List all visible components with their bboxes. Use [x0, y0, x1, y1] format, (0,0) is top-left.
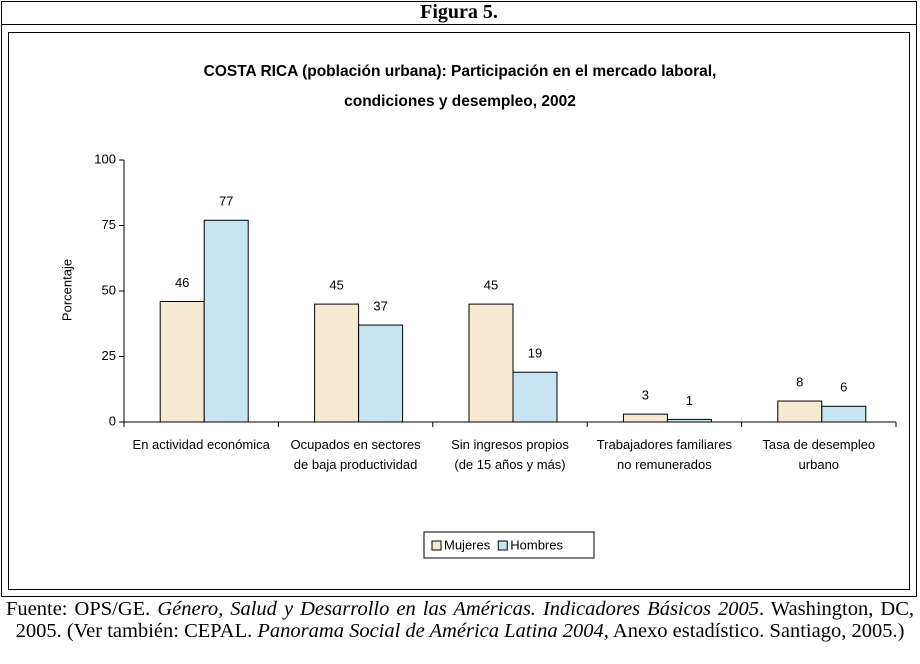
bar	[777, 400, 823, 423]
chart-title: COSTA RICA (población urbana): Participa…	[203, 63, 717, 80]
x-tick-label: Sin ingresos propios (de 15 años y más)	[451, 437, 569, 472]
figure-frame	[1, 1, 917, 597]
value-label: 8	[796, 374, 803, 389]
bar	[358, 324, 404, 423]
y-tick-label: 25	[102, 348, 116, 363]
bar	[314, 303, 360, 423]
chart-frame	[8, 32, 910, 590]
value-label: 1	[686, 393, 693, 408]
x-tick-label: Trabajadores familiares no remunerados	[596, 437, 733, 472]
value-label: 45	[329, 278, 343, 293]
bar	[821, 405, 867, 423]
value-label: 19	[528, 346, 542, 361]
x-tick-label: En actividad económica	[132, 437, 270, 452]
y-tick-label: 0	[109, 413, 116, 428]
legend-box	[423, 531, 595, 559]
source-text: Género, Salud y Desarrollo en las Améric…	[157, 598, 759, 620]
legend-label: Mujeres	[444, 537, 491, 552]
x-tick-label: Ocupados en sectores de baja productivid…	[290, 437, 421, 472]
source-text: Panorama Social de América Latina 2004,	[257, 620, 609, 642]
value-label: 37	[373, 298, 387, 313]
source-note: Fuente: OPS/GE. Género, Salud y Desarrol…	[6, 598, 914, 642]
bar	[666, 418, 712, 423]
source-text: . Washington, DC, 2005. (Ver también: CE…	[15, 598, 914, 642]
bar	[203, 219, 249, 423]
value-label: 46	[175, 275, 189, 290]
value-label: 45	[484, 278, 498, 293]
legend-swatch	[431, 540, 442, 551]
chart-title: condiciones y desempleo, 2002	[344, 93, 576, 110]
value-label: 3	[642, 388, 649, 403]
source-text: Anexo estadístico. Santiago, 2005.)	[608, 620, 905, 642]
y-tick-label: 50	[102, 282, 116, 297]
source-text: Fuente: OPS/GE.	[6, 598, 158, 620]
chart: 0 25 50 75 100 Porcentaje 46 77 45 37 45 19 3 1 8 6 Muje…	[59, 151, 897, 559]
value-label: 77	[219, 194, 233, 209]
y-axis-label: Porcentaje	[59, 259, 74, 321]
value-label: 6	[840, 380, 847, 395]
figure-label: Figura 5.	[1, 1, 917, 25]
legend-label: Hombres	[510, 537, 563, 552]
y-tick-label: 75	[102, 217, 116, 232]
x-tick-label: Tasa de desempleo urbano	[762, 437, 876, 472]
bar	[512, 371, 558, 423]
bar	[468, 303, 514, 423]
legend-swatch	[497, 540, 508, 551]
bar	[159, 300, 205, 423]
bar	[622, 413, 668, 423]
y-tick-label: 100	[94, 151, 116, 166]
